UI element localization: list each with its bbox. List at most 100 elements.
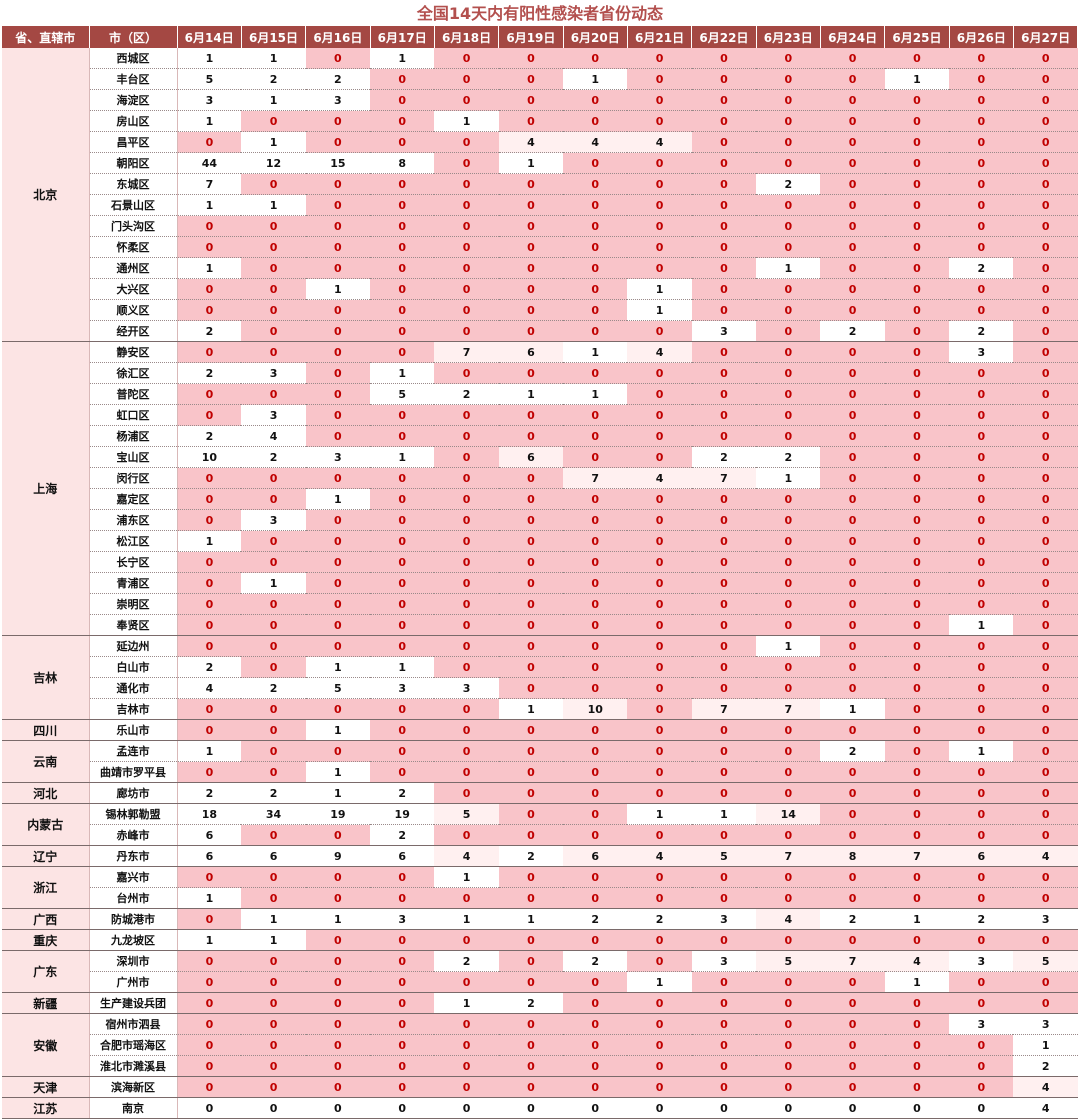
value-cell: 0 bbox=[241, 635, 306, 657]
value-cell: 0 bbox=[498, 761, 564, 783]
value-cell: 1 bbox=[756, 257, 821, 279]
value-cell: 0 bbox=[563, 215, 628, 237]
value-cell: 0 bbox=[498, 950, 564, 972]
value-cell: 0 bbox=[627, 761, 692, 783]
value-cell: 0 bbox=[820, 551, 885, 573]
value-cell: 0 bbox=[884, 740, 950, 762]
value-cell: 0 bbox=[884, 887, 950, 909]
city-cell: 吉林市 bbox=[89, 698, 178, 720]
value-cell: 0 bbox=[305, 971, 371, 993]
value-cell: 1 bbox=[627, 278, 692, 300]
value-cell: 0 bbox=[691, 1097, 757, 1119]
value-cell: 1 bbox=[305, 908, 371, 930]
city-cell: 宿州市泗县 bbox=[89, 1013, 178, 1035]
value-cell: 0 bbox=[691, 68, 757, 90]
value-cell: 0 bbox=[563, 48, 628, 69]
value-cell: 9 bbox=[305, 845, 371, 867]
value-cell: 1 bbox=[305, 278, 371, 300]
city-cell: 广州市 bbox=[89, 971, 178, 993]
value-cell: 0 bbox=[1013, 446, 1078, 468]
table-row: 大兴区 0 0 1 0 0 0 0 1 0 0 0 0 0 0 bbox=[2, 278, 1078, 300]
value-cell: 0 bbox=[498, 488, 564, 510]
value-cell: 0 bbox=[434, 68, 499, 90]
value-cell: 3 bbox=[177, 89, 242, 111]
value-cell: 0 bbox=[756, 719, 821, 741]
value-cell: 0 bbox=[820, 215, 885, 237]
table-row: 天津 滨海新区 0 0 0 0 0 0 0 0 0 0 0 0 0 4 bbox=[2, 1076, 1078, 1098]
value-cell: 0 bbox=[820, 656, 885, 678]
value-cell: 0 bbox=[756, 530, 821, 552]
value-cell: 6 bbox=[241, 845, 306, 867]
value-cell: 4 bbox=[434, 845, 499, 867]
city-cell: 廊坊市 bbox=[89, 782, 178, 804]
value-cell: 0 bbox=[884, 593, 950, 615]
value-cell: 0 bbox=[370, 278, 435, 300]
value-cell: 1 bbox=[241, 929, 306, 951]
value-cell: 5 bbox=[177, 68, 242, 90]
value-cell: 0 bbox=[1013, 278, 1078, 300]
value-cell: 0 bbox=[949, 278, 1014, 300]
value-cell: 0 bbox=[1013, 404, 1078, 426]
value-cell: 0 bbox=[884, 404, 950, 426]
value-cell: 0 bbox=[370, 1013, 435, 1035]
value-cell: 0 bbox=[498, 929, 564, 951]
value-cell: 2 bbox=[756, 173, 821, 195]
province-cell: 广西 bbox=[2, 908, 90, 930]
province-cell: 内蒙古 bbox=[2, 803, 90, 846]
value-cell: 0 bbox=[884, 509, 950, 531]
value-cell: 2 bbox=[949, 257, 1014, 279]
table-row: 经开区 2 0 0 0 0 0 0 0 3 0 2 0 2 0 bbox=[2, 320, 1078, 342]
value-cell: 0 bbox=[1013, 89, 1078, 111]
value-cell: 0 bbox=[370, 698, 435, 720]
value-cell: 8 bbox=[820, 845, 885, 867]
value-cell: 0 bbox=[434, 1055, 499, 1077]
value-cell: 0 bbox=[177, 593, 242, 615]
value-cell: 0 bbox=[627, 950, 692, 972]
value-cell: 0 bbox=[691, 236, 757, 258]
value-cell: 6 bbox=[498, 446, 564, 468]
value-cell: 4 bbox=[1013, 845, 1078, 867]
value-cell: 0 bbox=[756, 152, 821, 174]
value-cell: 0 bbox=[305, 866, 371, 888]
value-cell: 0 bbox=[305, 1055, 371, 1077]
value-cell: 1 bbox=[177, 887, 242, 909]
value-cell: 0 bbox=[627, 1034, 692, 1056]
value-cell: 0 bbox=[627, 425, 692, 447]
table-row: 合肥市瑶海区 0 0 0 0 0 0 0 0 0 0 0 0 0 1 bbox=[2, 1034, 1078, 1056]
value-cell: 0 bbox=[370, 530, 435, 552]
value-cell: 0 bbox=[498, 824, 564, 846]
value-cell: 0 bbox=[691, 1055, 757, 1077]
value-cell: 0 bbox=[305, 194, 371, 216]
value-cell: 0 bbox=[563, 866, 628, 888]
value-cell: 0 bbox=[177, 278, 242, 300]
value-cell: 0 bbox=[177, 698, 242, 720]
value-cell: 0 bbox=[498, 425, 564, 447]
value-cell: 0 bbox=[756, 1076, 821, 1098]
value-cell: 3 bbox=[305, 446, 371, 468]
value-cell: 0 bbox=[177, 572, 242, 594]
city-cell: 滨海新区 bbox=[89, 1076, 178, 1098]
value-cell: 0 bbox=[884, 782, 950, 804]
value-cell: 14 bbox=[756, 803, 821, 825]
value-cell: 4 bbox=[1013, 1076, 1078, 1098]
value-cell: 0 bbox=[498, 635, 564, 657]
city-cell: 普陀区 bbox=[89, 383, 178, 405]
value-cell: 1 bbox=[241, 908, 306, 930]
value-cell: 0 bbox=[627, 656, 692, 678]
value-cell: 0 bbox=[691, 866, 757, 888]
value-cell: 0 bbox=[756, 614, 821, 636]
value-cell: 4 bbox=[627, 845, 692, 867]
header-date: 6月22日 bbox=[691, 26, 757, 48]
value-cell: 0 bbox=[820, 887, 885, 909]
value-cell: 0 bbox=[820, 299, 885, 321]
value-cell: 0 bbox=[820, 89, 885, 111]
value-cell: 0 bbox=[563, 299, 628, 321]
value-cell: 0 bbox=[949, 719, 1014, 741]
value-cell: 0 bbox=[434, 824, 499, 846]
value-cell: 0 bbox=[627, 824, 692, 846]
value-cell: 1 bbox=[884, 908, 950, 930]
value-cell: 0 bbox=[563, 761, 628, 783]
value-cell: 0 bbox=[305, 572, 371, 594]
value-cell: 0 bbox=[1013, 782, 1078, 804]
value-cell: 0 bbox=[434, 719, 499, 741]
